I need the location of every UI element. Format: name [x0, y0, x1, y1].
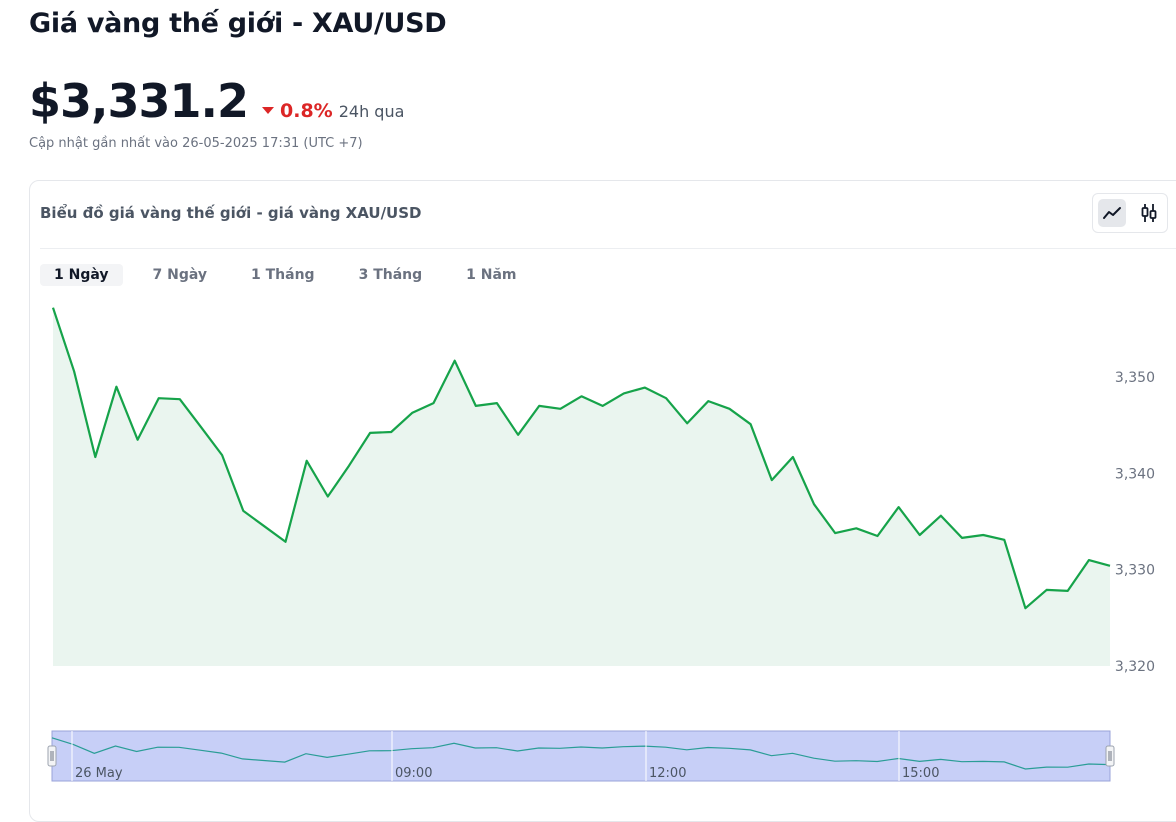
navigator-right-handle[interactable]	[1106, 746, 1114, 766]
price-area-fill	[53, 308, 1110, 666]
y-tick-label: 3,350	[1115, 370, 1155, 386]
navigator-left-handle[interactable]	[48, 746, 56, 766]
navigator-window[interactable]	[52, 731, 1110, 781]
y-tick-label: 3,340	[1115, 466, 1155, 482]
navigator-time-label: 09:00	[395, 766, 432, 781]
navigator-time-label: 26 May	[75, 766, 123, 781]
y-tick-label: 3,320	[1115, 659, 1155, 675]
navigator-time-label: 12:00	[649, 766, 686, 781]
y-tick-label: 3,330	[1115, 563, 1155, 579]
price-chart: 3,350 3,340 3,330 3,320 26 May 09:00 12:00 15:0…	[0, 0, 1176, 799]
navigator-time-label: 15:00	[902, 766, 939, 781]
